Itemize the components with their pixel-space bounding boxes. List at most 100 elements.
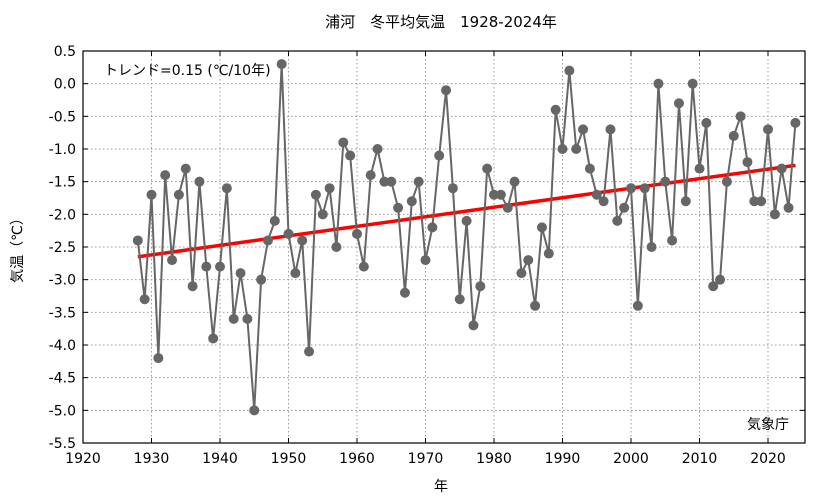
- data-point: [194, 176, 205, 187]
- axes: 1920 1930 1940 1950 1960 1970 1980 1990 2000 2010…: [49, 44, 805, 467]
- data-point: [208, 333, 219, 344]
- y-tick-label: -5.5: [49, 436, 76, 452]
- data-point: [146, 189, 157, 200]
- data-point: [612, 215, 623, 226]
- x-tick-label: 1920: [65, 451, 101, 467]
- x-tick-label: 1980: [476, 451, 512, 467]
- y-axis-label: 気温（℃）: [10, 211, 26, 283]
- y-tick-label: -3.0: [49, 273, 76, 289]
- y-tick-label: -4.5: [49, 371, 76, 387]
- data-point: [646, 242, 657, 252]
- data-point: [413, 176, 424, 187]
- data-point: [591, 189, 602, 200]
- data-point: [317, 209, 328, 220]
- data-point: [393, 202, 404, 213]
- y-tick-label: -5.0: [49, 403, 76, 419]
- data-point: [187, 281, 198, 292]
- y-tick-label: -4.0: [49, 338, 76, 354]
- data-point: [495, 189, 506, 200]
- data-point: [304, 346, 315, 357]
- data-point: [297, 235, 308, 246]
- data-point: [516, 268, 527, 279]
- data-point: [475, 281, 486, 292]
- data-point: [372, 144, 383, 154]
- data-point: [324, 183, 335, 194]
- y-tick-label: 0.5: [54, 44, 76, 60]
- data-point: [523, 255, 534, 266]
- data-point: [619, 202, 630, 213]
- data-point: [235, 268, 246, 279]
- data-point: [276, 59, 287, 70]
- data-point: [701, 117, 712, 128]
- data-point: [509, 176, 520, 187]
- data-point: [667, 235, 678, 246]
- data-point: [482, 163, 493, 174]
- data-point: [756, 196, 767, 207]
- y-tick-label: -2.5: [49, 240, 76, 256]
- data-point: [269, 215, 280, 226]
- data-point: [256, 274, 267, 285]
- data-point: [420, 255, 431, 266]
- data-point: [399, 287, 410, 298]
- data-point: [310, 189, 321, 200]
- data-point: [626, 183, 637, 194]
- data-point: [660, 176, 671, 187]
- data-point: [790, 117, 801, 128]
- data-point: [543, 248, 554, 259]
- data-point: [783, 202, 794, 213]
- data-point: [728, 130, 739, 141]
- data-point: [221, 183, 232, 194]
- data-point: [153, 353, 164, 364]
- data-point: [769, 209, 780, 220]
- chart-title: 浦河 冬平均気温 1928-2024年: [325, 13, 557, 31]
- data-point: [536, 222, 547, 233]
- data-point: [454, 294, 465, 305]
- data-point: [571, 144, 582, 154]
- data-point: [530, 300, 541, 311]
- data-point: [735, 111, 746, 122]
- data-point: [167, 255, 178, 266]
- x-tick-label: 2020: [750, 451, 786, 467]
- data-point: [283, 228, 294, 239]
- data-point: [173, 189, 184, 200]
- data-point: [715, 274, 726, 285]
- data-point: [228, 313, 239, 324]
- x-tick-label: 1930: [134, 451, 170, 467]
- data-point: [352, 228, 363, 239]
- data-point: [249, 405, 260, 416]
- x-tick-label: 2010: [682, 451, 718, 467]
- data-point: [653, 78, 664, 89]
- data-point: [242, 313, 253, 324]
- x-tick-label: 1940: [202, 451, 238, 467]
- y-tick-label: -3.5: [49, 305, 76, 321]
- data-point: [673, 98, 684, 109]
- x-tick-label: 1950: [271, 451, 307, 467]
- data-point: [557, 144, 568, 154]
- data-point: [489, 189, 500, 200]
- data-point: [742, 157, 753, 168]
- data-point: [345, 150, 356, 161]
- y-tick-label: -1.0: [49, 142, 76, 158]
- data-point: [639, 183, 650, 194]
- data-point: [749, 196, 760, 207]
- data-point: [132, 235, 143, 246]
- y-tick-label: 0.0: [54, 77, 76, 93]
- data-point: [262, 235, 273, 246]
- x-axis-label: 年: [434, 479, 448, 495]
- data-point: [564, 65, 575, 76]
- data-point: [358, 261, 369, 272]
- x-tick-label: 2000: [613, 451, 649, 467]
- data-point: [290, 268, 301, 279]
- data-point: [331, 242, 342, 252]
- x-tick-label: 1990: [545, 451, 581, 467]
- data-point: [598, 196, 609, 207]
- data-point: [427, 222, 438, 233]
- data-point: [468, 320, 479, 331]
- data-series: [132, 59, 801, 416]
- data-point: [502, 202, 513, 213]
- y-tick-label: -2.0: [49, 207, 76, 223]
- data-point: [578, 124, 589, 135]
- data-point: [687, 78, 698, 89]
- data-point: [680, 196, 691, 207]
- data-point: [201, 261, 212, 272]
